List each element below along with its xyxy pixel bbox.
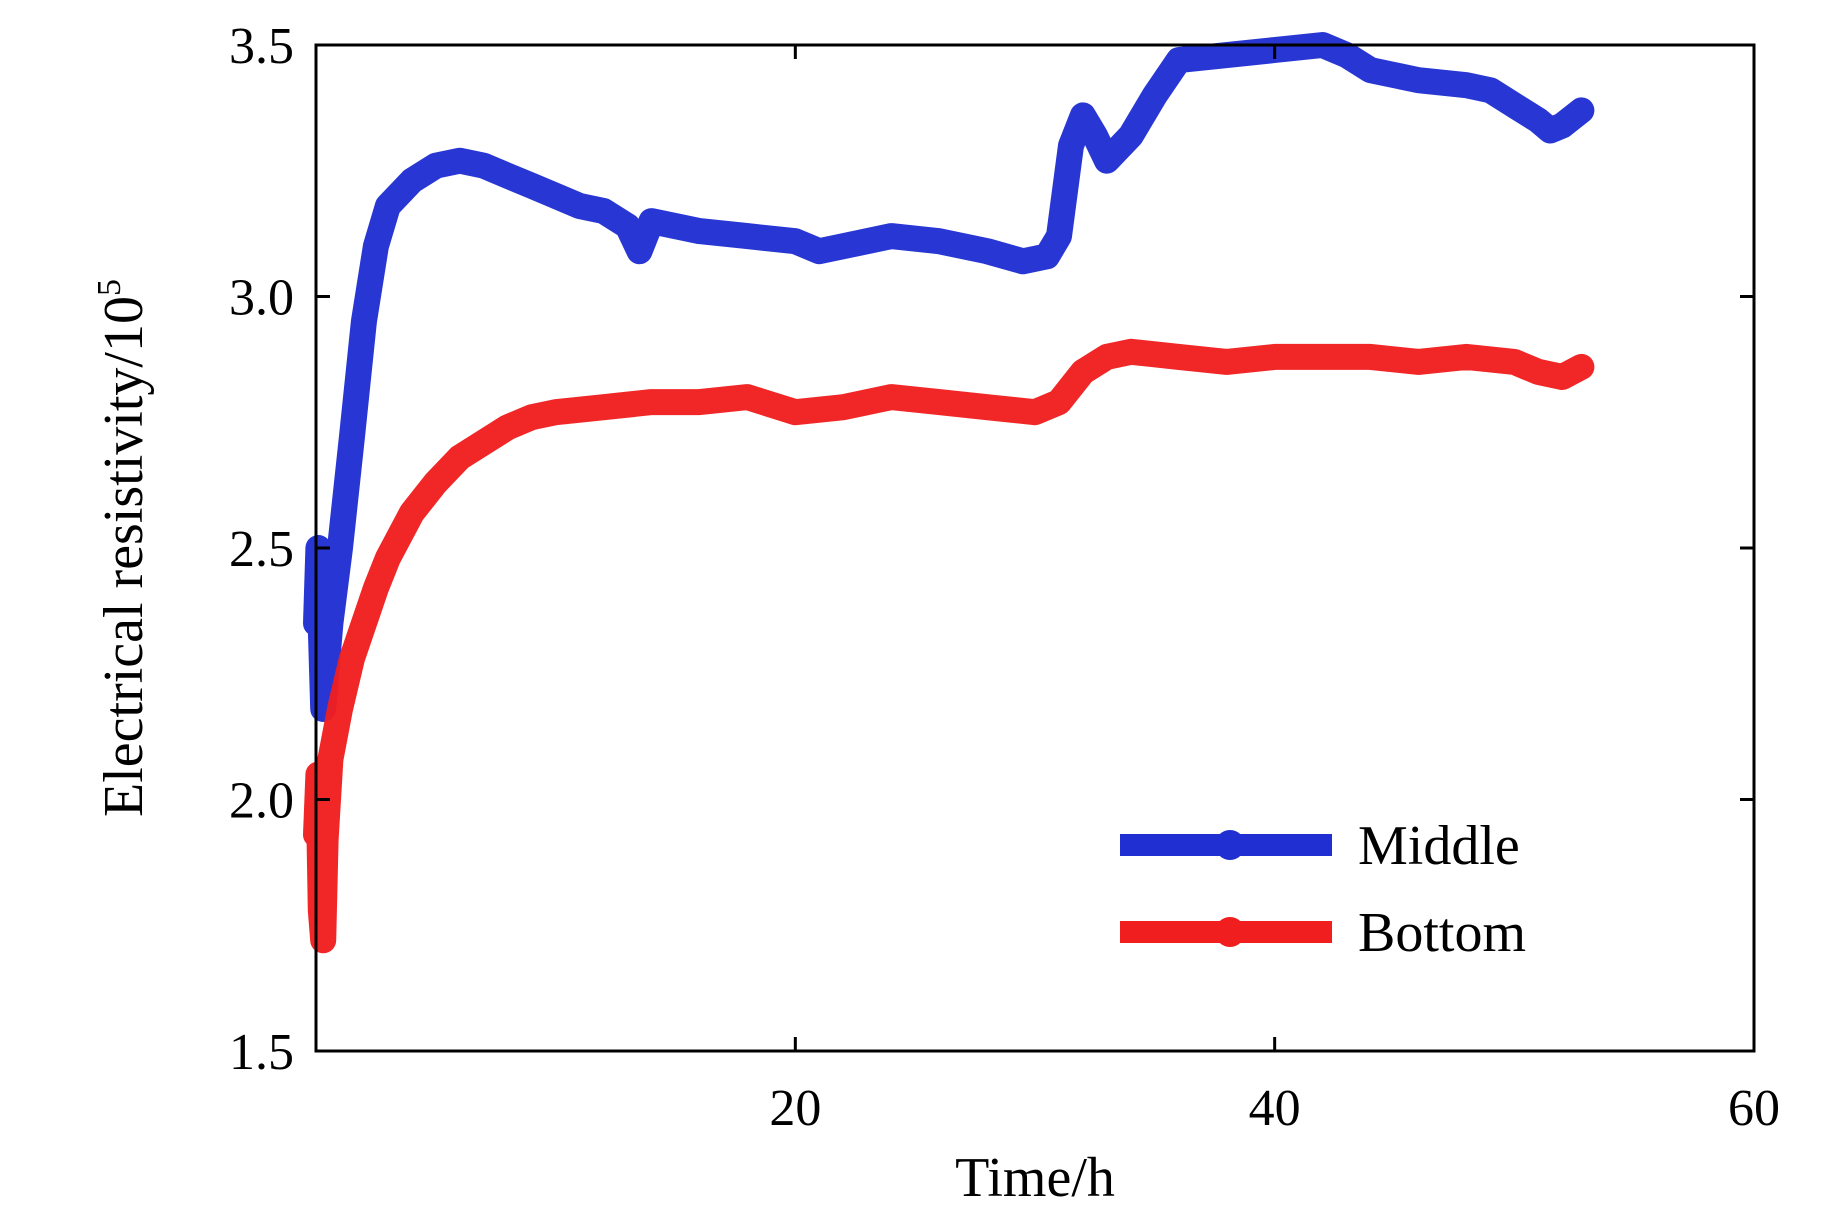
y-tick-label: 2.5 [229,521,294,578]
y-tick-label: 3.0 [229,270,294,327]
y-tick-label: 2.0 [229,773,294,830]
x-tick-label: 40 [1249,1080,1301,1137]
legend-marker-bottom [1215,917,1245,947]
series-line-bottom [303,338,1595,954]
series-line-middle [303,32,1595,722]
x-tick-label: 60 [1728,1080,1780,1137]
plot-lines [303,32,1595,954]
legend-label-bottom: Bottom [1358,902,1526,964]
legend-label-middle: Middle [1358,815,1520,877]
x-tick-label: 20 [769,1080,821,1137]
ticks: 1.5 2.0 2.5 3.0 3.5 20 40 60 [229,18,1780,1137]
legend: Middle Bottom [1120,815,1526,964]
legend-marker-middle [1215,830,1245,860]
y-axis-title-exponent: 5 [91,279,128,296]
y-tick-label: 1.5 [229,1024,294,1081]
x-axis-title: Time/h [955,1147,1115,1209]
y-axis-title: Electrical resistivity/105 [91,279,155,817]
y-axis-title-base: Electrical resistivity/10 [93,296,155,817]
y-tick-label: 3.5 [229,18,294,75]
